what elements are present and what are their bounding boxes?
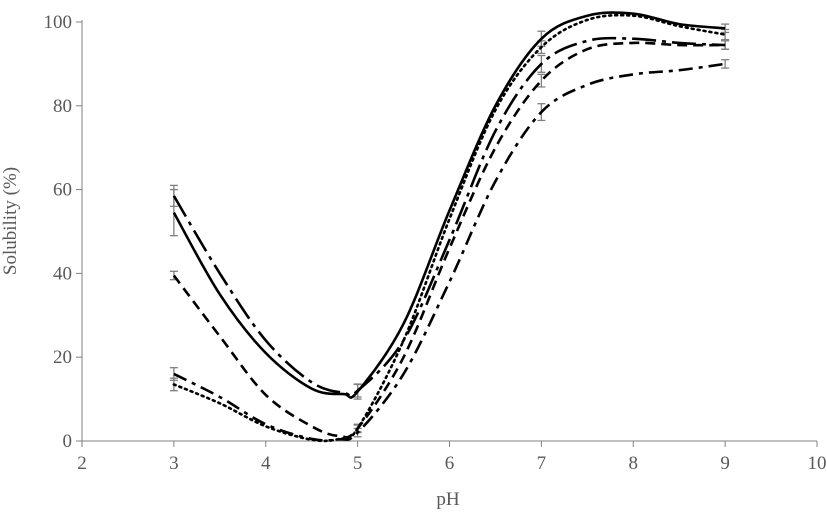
x-tick-label: 7: [537, 453, 547, 474]
x-tick-label: 3: [169, 453, 179, 474]
series-line-solid: [172, 11, 726, 399]
y-tick-label: 0: [63, 431, 73, 452]
x-tick-label: 8: [629, 453, 639, 474]
x-tick-label: 2: [77, 453, 87, 474]
y-tick-label: 80: [53, 96, 72, 117]
x-tick-label: 10: [808, 453, 827, 474]
x-tick-label: 4: [261, 453, 271, 474]
series-line-dashed: [172, 41, 726, 439]
x-tick-label: 9: [720, 453, 730, 474]
y-tick-label: 20: [53, 347, 72, 368]
series-lines: [172, 11, 727, 443]
y-tick-label: 40: [53, 263, 72, 284]
x-tick-label: 6: [445, 453, 455, 474]
y-axis-title: Solubility (%): [0, 167, 21, 275]
series-line-long-dash-dot: [172, 36, 726, 397]
y-tick-label: 100: [44, 12, 73, 33]
x-tick-label: 5: [353, 453, 363, 474]
error-bars: [169, 23, 730, 438]
series-line-dash-dot: [173, 62, 726, 442]
series-line-dotted: [172, 13, 727, 443]
axes: [76, 20, 818, 447]
y-tick-label: 60: [53, 180, 72, 201]
x-axis-title: pH: [436, 489, 460, 510]
